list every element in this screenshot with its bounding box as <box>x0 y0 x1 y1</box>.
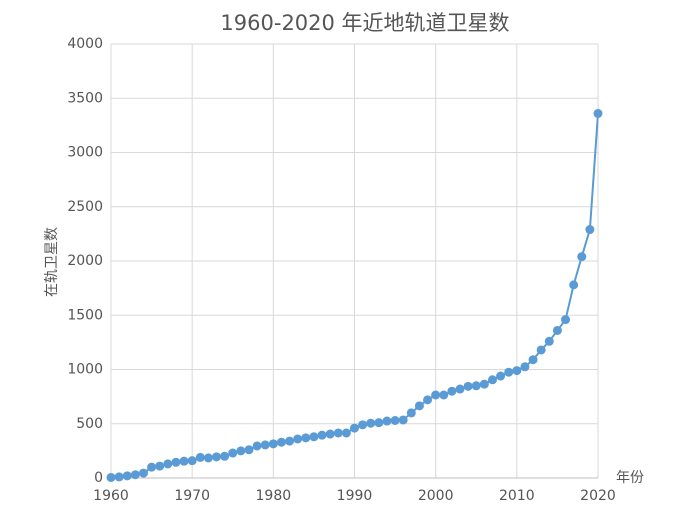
data-point <box>569 280 579 290</box>
data-point <box>317 430 327 440</box>
data-point <box>431 390 441 400</box>
data-point <box>561 315 571 325</box>
x-tick-label: 2020 <box>580 488 616 504</box>
data-point <box>455 384 465 394</box>
data-point <box>528 355 538 365</box>
data-point <box>244 445 254 455</box>
data-point <box>374 418 384 428</box>
data-point <box>552 325 562 335</box>
data-point <box>228 448 238 458</box>
data-point <box>341 428 351 438</box>
data-point <box>471 381 481 391</box>
data-point <box>382 416 392 426</box>
data-point <box>544 336 554 346</box>
y-tick-label: 1500 <box>67 307 103 323</box>
data-point <box>406 408 416 418</box>
x-axis-label: 年份 <box>616 470 644 486</box>
data-point <box>268 439 278 449</box>
data-point <box>414 401 424 411</box>
data-point <box>122 471 132 481</box>
data-point <box>114 472 124 482</box>
data-point <box>260 440 270 450</box>
data-point <box>285 436 295 446</box>
data-point <box>333 428 343 438</box>
data-point <box>220 451 230 461</box>
data-point <box>309 432 319 442</box>
data-point <box>390 415 400 425</box>
data-point <box>301 433 311 443</box>
data-point <box>585 225 595 235</box>
y-axis-label: 在轨卫星数 <box>44 227 60 297</box>
y-tick-label: 2500 <box>67 199 103 215</box>
data-point <box>203 453 213 463</box>
data-point <box>479 379 489 389</box>
x-tick-label: 1970 <box>174 488 210 504</box>
data-point <box>350 423 359 433</box>
data-point <box>130 470 140 480</box>
x-tick-label: 2010 <box>499 488 535 504</box>
data-point <box>236 446 246 456</box>
data-point <box>577 252 587 262</box>
data-point <box>487 375 497 385</box>
data-point <box>512 366 522 376</box>
data-point <box>593 108 603 118</box>
data-point <box>325 429 335 439</box>
data-point <box>138 468 148 478</box>
data-point <box>536 345 546 355</box>
y-tick-label: 2000 <box>67 253 103 269</box>
y-tick-label: 0 <box>94 470 103 486</box>
data-point <box>276 437 286 447</box>
x-tick-label: 1990 <box>337 488 373 504</box>
data-point <box>147 462 157 472</box>
data-point <box>423 395 433 405</box>
data-point <box>504 367 514 377</box>
data-point <box>155 461 165 471</box>
y-tick-label: 500 <box>76 416 103 432</box>
y-tick-label: 4000 <box>67 36 103 52</box>
data-point <box>171 457 181 467</box>
data-point <box>439 390 449 400</box>
chart-title: 1960-2020 年近地轨道卫星数 <box>220 11 509 35</box>
y-tick-label: 1000 <box>67 362 103 378</box>
x-tick-label: 1980 <box>256 488 292 504</box>
data-point <box>520 362 530 372</box>
data-point <box>496 371 506 381</box>
x-tick-label: 2000 <box>418 488 454 504</box>
x-tick-label: 1960 <box>93 488 129 504</box>
data-point <box>463 381 473 391</box>
data-point <box>179 456 189 466</box>
data-point <box>447 386 457 396</box>
data-point <box>293 434 303 444</box>
data-point <box>252 441 262 451</box>
data-point <box>212 452 222 462</box>
y-tick-label: 3500 <box>67 90 103 106</box>
data-point <box>366 418 376 428</box>
data-point <box>106 472 116 482</box>
data-point <box>195 452 205 462</box>
data-point <box>398 415 408 425</box>
data-point <box>358 420 368 430</box>
data-point <box>187 456 197 466</box>
y-tick-label: 3000 <box>67 145 103 161</box>
data-point <box>163 459 173 469</box>
